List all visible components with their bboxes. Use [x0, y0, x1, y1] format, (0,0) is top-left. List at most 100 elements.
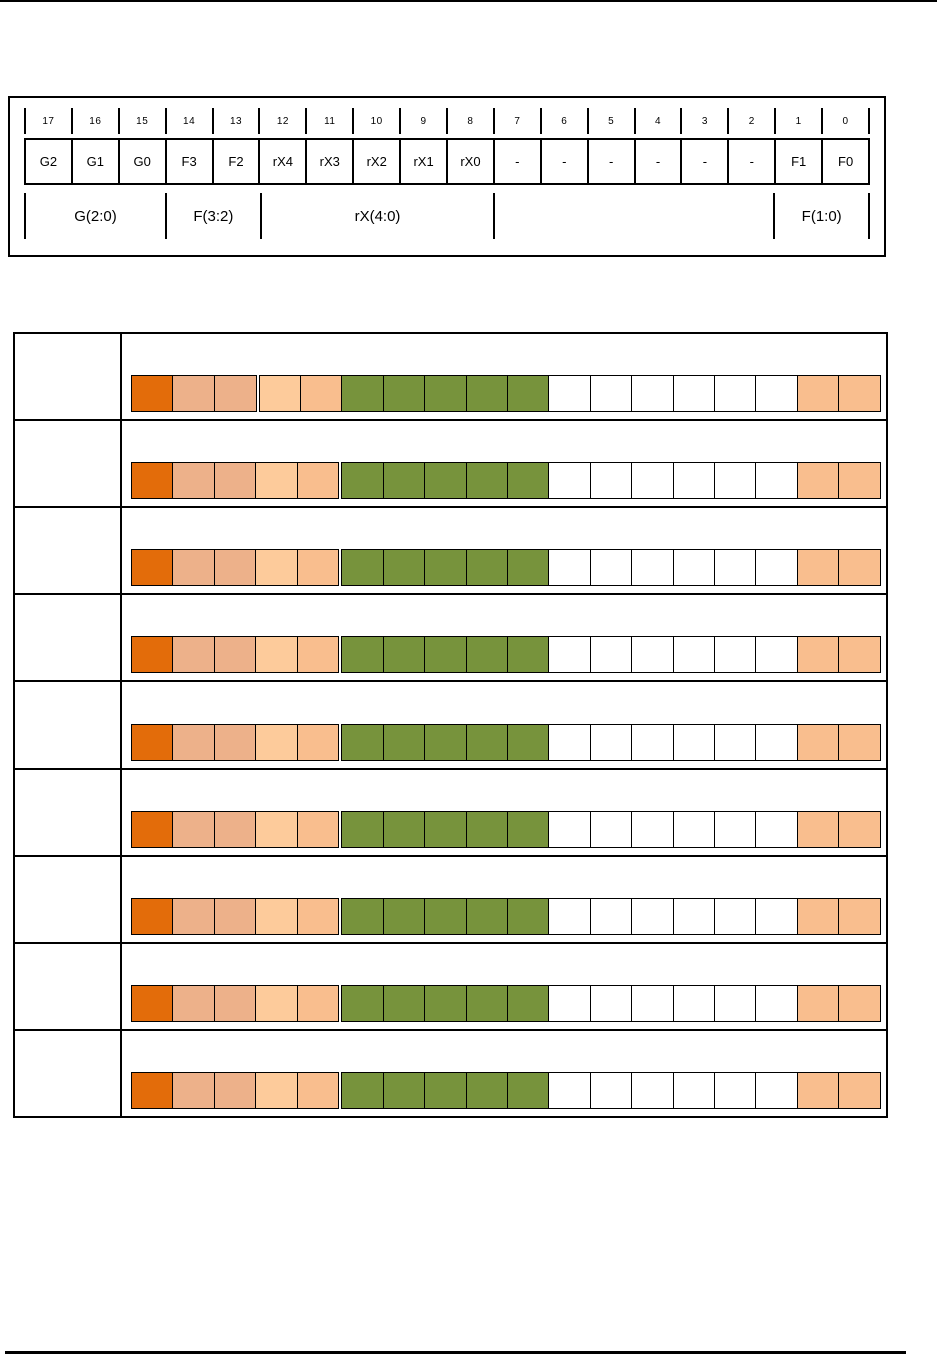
bit-number: 17 — [24, 108, 73, 134]
encoding-bar-cell — [424, 636, 468, 674]
encoding-bar-cell — [755, 375, 799, 413]
bit-cell: F2 — [211, 138, 261, 185]
encoding-bar-cell — [713, 723, 757, 761]
encoding-bar-cell — [465, 810, 509, 848]
encoding-bar-cell — [548, 549, 592, 587]
encoding-bar-cell — [424, 375, 468, 413]
encoding-bar-cell — [131, 1071, 174, 1109]
bit-cell: - — [586, 138, 636, 185]
encoding-bar-cell — [796, 897, 840, 935]
encoding-bar-cell — [507, 636, 550, 674]
encoding-bar — [131, 810, 882, 848]
encoding-bar-cell — [296, 462, 340, 500]
encoding-bar-cell — [424, 549, 468, 587]
encoding-bar-cell — [672, 375, 716, 413]
bit-cells-row: G2 G1 G0 F3 F2 rX4 rX3 rX2 rX1 rX0- - - - - - F1 F0 — [24, 138, 871, 185]
encoding-bar-cell — [213, 462, 257, 500]
encoding-bar-cell — [382, 462, 426, 500]
encoding-bar-cell — [296, 1071, 340, 1109]
encoding-bar-cell — [713, 549, 757, 587]
encoding-bar-cell — [341, 1071, 385, 1109]
bit-number: 1 — [776, 108, 824, 134]
encoding-bar-cell — [755, 462, 799, 500]
encoding-bar-cell — [672, 810, 716, 848]
encoding-bar-cell — [838, 1071, 882, 1109]
encoding-bar-cell — [796, 810, 840, 848]
encoding-bar-cell — [131, 636, 174, 674]
encoding-bar-cell — [213, 375, 257, 413]
encoding-bar-cell — [172, 810, 216, 848]
encoding-bar-cell — [172, 462, 216, 500]
encoding-bar-cell — [382, 810, 426, 848]
encoding-bar-cell — [507, 375, 550, 413]
encoding-bar-cell — [172, 723, 216, 761]
row-bar-area — [122, 595, 886, 680]
encoding-bar-cell — [631, 1071, 675, 1109]
encoding-bar-cell — [341, 723, 385, 761]
encoding-bar — [131, 462, 882, 500]
encoding-bar-cell — [796, 375, 840, 413]
page-footer-rule — [5, 1351, 906, 1354]
encoding-bar-cell — [589, 897, 633, 935]
row-label-cell — [15, 1030, 122, 1116]
encoding-bar-cell — [838, 375, 882, 413]
encoding-bar-cell — [296, 636, 340, 674]
encoding-bar-cell — [672, 1071, 716, 1109]
encoding-bar-cell — [548, 723, 592, 761]
encoding-bar-cell — [255, 723, 299, 761]
encoding-bar-cell — [631, 723, 675, 761]
encoding-bar-cell — [296, 549, 340, 587]
encoding-bar-cell — [382, 723, 426, 761]
encoding-bar-cell — [548, 375, 592, 413]
bit-cell: - — [633, 138, 683, 185]
encoding-table — [13, 332, 888, 1118]
table-row — [15, 767, 886, 855]
encoding-bar-cell — [341, 897, 385, 935]
encoding-bar-cell — [341, 810, 385, 848]
encoding-bar-cell — [213, 723, 257, 761]
row-label-cell — [15, 508, 122, 594]
row-bar-area — [122, 682, 886, 767]
encoding-bar-cell — [465, 984, 509, 1022]
table-row — [15, 334, 886, 420]
encoding-bar-cell — [213, 1071, 257, 1109]
bit-cell: rX3 — [305, 138, 355, 185]
row-label-cell — [15, 595, 122, 681]
encoding-bar-cell — [589, 723, 633, 761]
encoding-bar-cell — [838, 984, 882, 1022]
encoding-bar-cell — [672, 984, 716, 1022]
encoding-bar — [131, 1071, 882, 1109]
encoding-bar-cell — [631, 462, 675, 500]
encoding-bar-cell — [631, 897, 675, 935]
encoding-bar-cell — [172, 897, 216, 935]
encoding-bar-cell — [296, 723, 340, 761]
bit-number: 9 — [401, 108, 449, 134]
bit-cell: - — [680, 138, 730, 185]
bit-number: 7 — [495, 108, 542, 134]
encoding-bar-cell — [507, 810, 550, 848]
encoding-bar-cell — [672, 897, 716, 935]
encoding-bar-cell — [131, 723, 174, 761]
encoding-bar-cell — [548, 984, 592, 1022]
bit-cell: F1 — [774, 138, 824, 185]
bit-group — [493, 193, 773, 239]
bit-cell: - — [539, 138, 589, 185]
encoding-bar-cell — [838, 723, 882, 761]
encoding-bar-cell — [131, 462, 174, 500]
encoding-bar-cell — [755, 1071, 799, 1109]
encoding-bar-cell — [589, 810, 633, 848]
encoding-bar-cell — [713, 1071, 757, 1109]
encoding-bar-cell — [424, 1071, 468, 1109]
encoding-bar-cell — [255, 810, 299, 848]
encoding-bar-cell — [838, 810, 882, 848]
bit-cell: rX0 — [446, 138, 495, 185]
encoding-bar-cell — [341, 462, 385, 500]
bit-number: 14 — [167, 108, 214, 134]
encoding-bar-cell — [713, 810, 757, 848]
table-row — [15, 419, 886, 507]
bit-number: 5 — [589, 108, 636, 134]
encoding-bar-cell — [507, 1071, 550, 1109]
bit-cell: rX2 — [352, 138, 402, 185]
encoding-bar-cell — [255, 1071, 299, 1109]
bit-number: 2 — [729, 108, 777, 134]
